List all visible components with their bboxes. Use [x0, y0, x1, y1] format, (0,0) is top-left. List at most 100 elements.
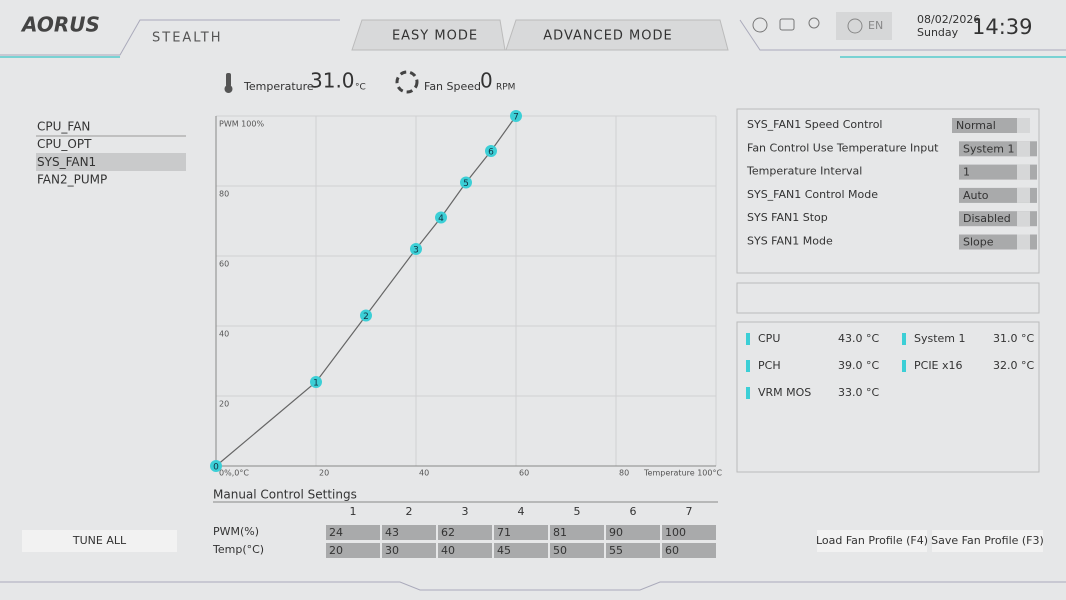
curve-point[interactable] — [485, 145, 497, 157]
button-label[interactable]: TUNE ALL — [72, 534, 127, 547]
brand: AORUS — [20, 13, 100, 37]
cell-value: 24 — [329, 526, 343, 539]
sensor-name: PCIE x16 — [914, 359, 963, 372]
cell-value: 81 — [553, 526, 567, 539]
icon[interactable] — [779, 18, 795, 31]
time: 14:39 — [972, 15, 1033, 39]
column-header: 4 — [518, 505, 525, 518]
button[interactable] — [932, 530, 1043, 552]
fan-item[interactable]: FAN2_PUMP — [37, 173, 107, 187]
button[interactable] — [22, 530, 177, 552]
column-header: 6 — [630, 505, 637, 518]
thermometer-icon — [226, 73, 231, 87]
dropdown-arrow[interactable] — [1017, 234, 1030, 250]
x-tick-label: 60 — [519, 469, 529, 478]
tab-label[interactable]: ADVANCED MODE — [543, 29, 672, 44]
setting-label: SYS_FAN1 Control Mode — [747, 188, 878, 201]
cell-value: 55 — [609, 544, 623, 557]
dropdown-arrow[interactable] — [1017, 211, 1030, 227]
point-label: 1 — [313, 379, 319, 389]
language[interactable]: EN — [868, 19, 883, 32]
y-tick-label: 20 — [219, 400, 229, 409]
fan-speed: 0 — [480, 69, 493, 93]
point-label: 4 — [438, 214, 444, 224]
footer-frame — [0, 581, 1066, 591]
button-label[interactable]: Save Fan Profile (F3) — [931, 534, 1044, 547]
cell-value: 20 — [329, 544, 343, 557]
cell-value: 60 — [665, 544, 679, 557]
setting-value[interactable]: Normal — [956, 119, 996, 132]
dropdown-arrow[interactable] — [1017, 141, 1030, 157]
fan-item[interactable]: CPU_FAN — [37, 120, 90, 134]
dropdown-arrow[interactable] — [1017, 187, 1030, 203]
language-box[interactable] — [836, 12, 892, 40]
x-tick-label: 40 — [419, 469, 429, 478]
y-tick-label: 60 — [219, 260, 229, 269]
curve-point[interactable] — [510, 110, 522, 122]
setting-value[interactable]: System 1 — [963, 142, 1015, 155]
sensor-name: CPU — [758, 332, 780, 345]
cell — [326, 525, 380, 540]
fan-item[interactable]: SYS_FAN1 — [37, 155, 96, 169]
icon[interactable] — [752, 17, 768, 33]
cell-value: 40 — [441, 544, 455, 557]
curve-point[interactable] — [435, 211, 447, 224]
info-panel — [736, 282, 1040, 314]
cell-value: 100 — [665, 526, 686, 539]
button[interactable] — [817, 530, 927, 552]
cell — [606, 543, 660, 558]
fan-curve — [215, 115, 517, 467]
setting-label: Temperature Interval — [746, 165, 862, 178]
fan-icon — [395, 70, 419, 94]
point-label: 6 — [488, 148, 494, 158]
sensor-icon — [902, 360, 906, 372]
header-frame — [0, 19, 1066, 56]
temperature: 31.0 — [310, 69, 355, 93]
button-label[interactable]: Load Fan Profile (F4) — [816, 534, 928, 547]
sensor-value: 43.0 °C — [838, 332, 879, 345]
cell — [326, 543, 380, 558]
cell — [494, 543, 548, 558]
curve-point[interactable] — [460, 176, 472, 189]
setting-label: SYS_FAN1 Speed Control — [747, 118, 883, 131]
tab[interactable] — [505, 19, 729, 51]
thermometer-icon — [224, 85, 233, 93]
sensor-icon — [746, 387, 750, 399]
point-label: 5 — [463, 179, 469, 189]
selected-highlight — [36, 153, 186, 171]
y-tick-label: 80 — [219, 190, 229, 199]
setting-value[interactable]: 1 — [963, 166, 970, 179]
edition: STEALTH — [152, 31, 222, 46]
setting-value[interactable]: Slope — [963, 236, 994, 249]
curve-point[interactable] — [310, 376, 322, 388]
settings-panel — [736, 108, 1040, 274]
day: Sunday — [917, 26, 959, 39]
cell — [550, 525, 604, 540]
cell — [438, 543, 492, 558]
fan-item[interactable]: CPU_OPT — [37, 137, 92, 151]
cell — [382, 543, 436, 558]
date: 08/02/2026 — [917, 13, 980, 26]
setting-value[interactable]: Auto — [963, 189, 989, 202]
dropdown[interactable] — [952, 118, 1030, 133]
curve-point[interactable] — [210, 460, 222, 472]
cell-value: 71 — [497, 526, 511, 539]
sensor-value: 31.0 °C — [993, 332, 1034, 345]
curve-point[interactable] — [410, 243, 422, 255]
setting-value[interactable]: Disabled — [963, 212, 1011, 225]
x-tick-label: Temperature 100°C — [643, 469, 722, 478]
row-label: Temp(°C) — [212, 543, 264, 556]
tab-label[interactable]: EASY MODE — [392, 29, 478, 44]
dropdown-arrow[interactable] — [1017, 164, 1030, 180]
curve-point[interactable] — [360, 309, 372, 322]
sensor-icon — [746, 333, 750, 345]
setting-label: SYS FAN1 Stop — [747, 211, 828, 224]
icon[interactable] — [808, 17, 820, 29]
column-header: 1 — [350, 505, 357, 518]
dropdown-arrow[interactable] — [1017, 118, 1030, 133]
sensor-icon — [902, 333, 906, 345]
tab[interactable] — [351, 19, 506, 51]
sensor-panel — [736, 321, 1040, 473]
